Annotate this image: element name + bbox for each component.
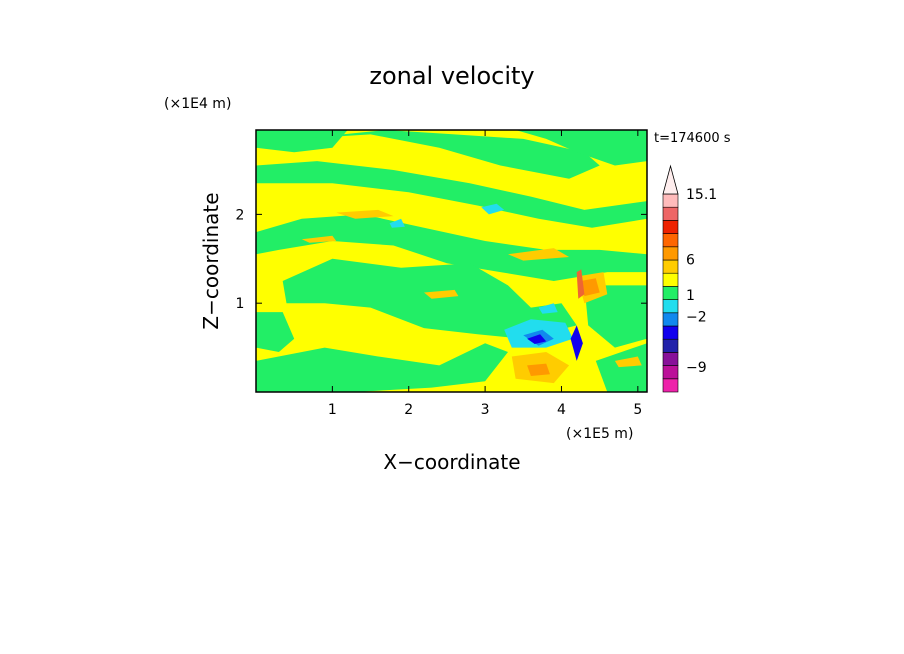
chart-title: zonal velocity — [369, 62, 534, 90]
contour-region-15 — [538, 303, 558, 314]
colorbar-level — [662, 233, 679, 248]
colorbar-label: −2 — [686, 310, 707, 326]
colorbar-level — [662, 338, 679, 353]
y-unit-label: (×1E4 m) — [164, 96, 231, 112]
colorbar-level — [662, 220, 679, 234]
x-tick-label: 5 — [633, 402, 642, 418]
colorbar-level — [662, 206, 679, 221]
x-tick-label: 1 — [328, 402, 337, 418]
contour-region-17 — [527, 363, 550, 376]
colorbar-level — [662, 299, 679, 314]
plot-area — [256, 130, 647, 392]
contour-region-13 — [481, 203, 505, 215]
contour-region-9 — [595, 343, 647, 392]
y-axis: 12 — [236, 207, 647, 312]
x-axis: 1 2 3 4 5 — [328, 130, 642, 418]
colorbar-label: 15.1 — [686, 187, 717, 203]
contour-region-14 — [389, 218, 405, 228]
contour-region-7 — [584, 285, 647, 348]
contour-region-5 — [282, 258, 577, 339]
time-label: t=174600 s — [654, 131, 731, 146]
contour-region-0 — [256, 130, 348, 153]
x-tick-label: 4 — [557, 402, 566, 418]
contour-region-6 — [256, 312, 295, 352]
colorbar-label: 1 — [686, 288, 695, 304]
colorbar-extend-cap — [662, 164, 679, 195]
y-tick-label: 1 — [236, 296, 245, 312]
colorbar-level — [662, 325, 679, 340]
y-axis-title: Z−coordinate — [199, 192, 223, 329]
contour-region-26 — [614, 356, 642, 368]
plot-frame — [255, 129, 648, 393]
x-axis-title: X−coordinate — [383, 450, 520, 474]
colorbar-level — [662, 272, 679, 287]
contour-region-4 — [256, 214, 647, 281]
colorbar-level — [662, 352, 679, 366]
colorbar-level — [662, 193, 679, 208]
contour-region-2 — [515, 130, 647, 166]
x-tick-label: 2 — [404, 402, 413, 418]
contour-region-23 — [301, 235, 337, 243]
contour-region-8 — [256, 343, 508, 392]
contour-region-22 — [336, 209, 394, 219]
x-unit-label: (×1E5 m) — [566, 426, 633, 442]
colorbar-level — [662, 246, 679, 261]
colorbar: 15.1 6 1 −2 −9 — [662, 164, 717, 393]
contour-region-25 — [508, 248, 570, 261]
contour-region-12 — [527, 334, 547, 344]
contour-region-3 — [256, 161, 647, 228]
colorbar-level — [662, 286, 679, 300]
colorbar-label: −9 — [686, 360, 707, 376]
contour-region-1 — [298, 130, 600, 179]
contour-region-19 — [580, 278, 600, 297]
colorbar-level — [662, 378, 679, 393]
colorbar-level — [662, 365, 679, 380]
x-tick-label: 3 — [481, 402, 490, 418]
contour-region-21 — [570, 325, 583, 361]
colorbar-level — [662, 259, 679, 274]
colorbar-level — [662, 312, 679, 327]
y-tick-label: 2 — [236, 207, 245, 223]
contour-region-24 — [424, 289, 459, 299]
colorbar-label: 6 — [686, 252, 695, 268]
contour-region-20 — [576, 269, 585, 299]
